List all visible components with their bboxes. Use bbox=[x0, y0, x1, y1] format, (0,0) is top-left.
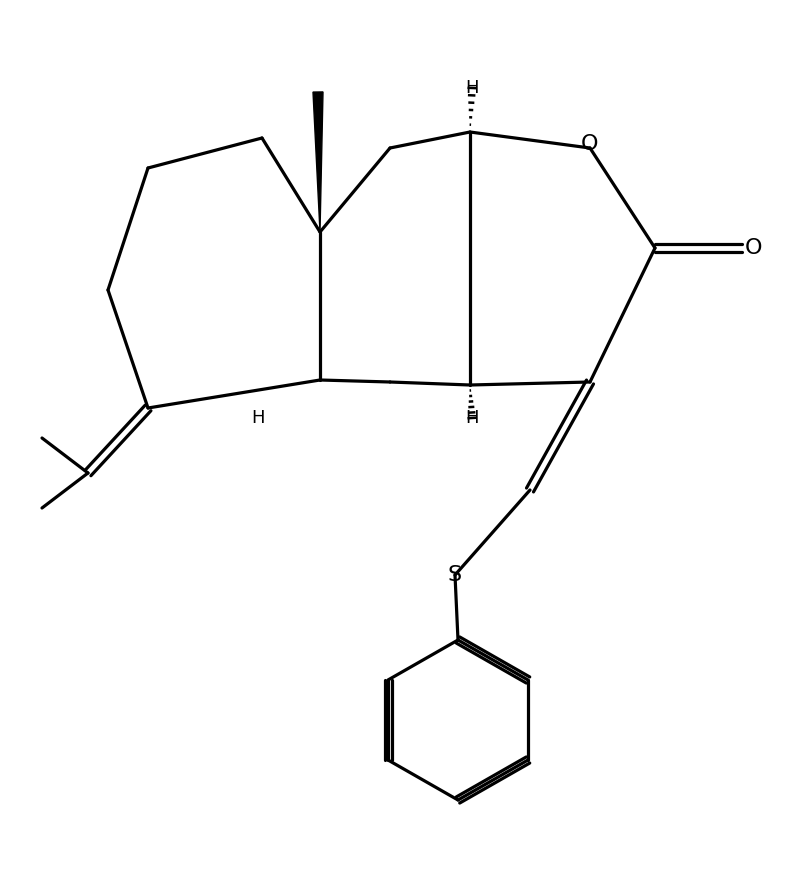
Text: S: S bbox=[448, 565, 462, 585]
Text: O: O bbox=[582, 134, 599, 154]
Text: H: H bbox=[465, 79, 479, 97]
Text: O: O bbox=[745, 238, 762, 258]
Text: H: H bbox=[252, 409, 265, 427]
Text: H: H bbox=[465, 409, 479, 427]
Polygon shape bbox=[313, 92, 323, 232]
